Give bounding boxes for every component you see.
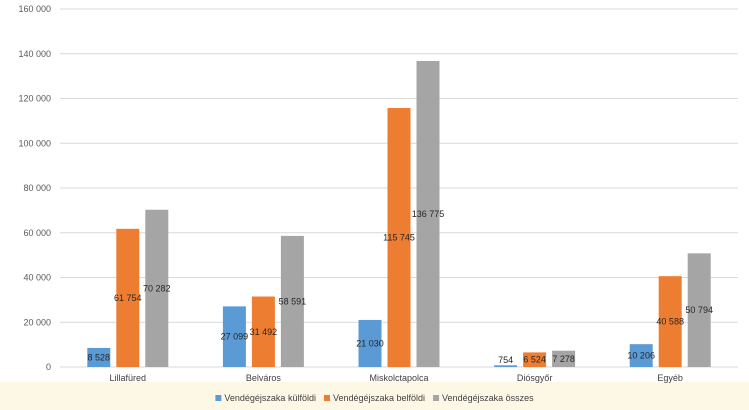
legend-item: Vendégéjszaka összes xyxy=(433,393,534,403)
data-label: 7 278 xyxy=(552,354,575,364)
bar xyxy=(358,319,382,367)
legend-label: Vendégéjszaka összes xyxy=(442,393,534,403)
legend-item: Vendégéjszaka külföldi xyxy=(215,393,316,403)
legend: Vendégéjszaka külföldi Vendégéjszaka belf… xyxy=(215,393,534,403)
bar xyxy=(116,228,140,367)
bar xyxy=(145,209,169,367)
bar xyxy=(387,108,411,367)
data-label: 40 588 xyxy=(656,317,684,327)
category-labels: Lillafüred Belváros Miskolctapolca Diósgyőr… xyxy=(110,373,683,383)
bar xyxy=(222,306,246,367)
y-tick-label: 100 000 xyxy=(18,138,51,148)
bar xyxy=(552,350,576,367)
data-label: 136 775 xyxy=(412,209,445,219)
data-label: 6 524 xyxy=(523,355,546,365)
category-label: Lillafüred xyxy=(110,373,147,383)
legend-swatch xyxy=(323,395,330,401)
category-label: Diósgyőr xyxy=(517,373,553,383)
data-label: 70 282 xyxy=(143,283,171,293)
y-tick-label: 0 xyxy=(46,362,51,372)
y-axis-tick-labels: 0 20 000 40 000 60 000 80 000 100 000 120 000 1… xyxy=(18,4,51,372)
data-label: 10 206 xyxy=(627,351,655,361)
data-label: 754 xyxy=(498,355,513,365)
y-tick-label: 140 000 xyxy=(18,49,51,59)
data-label: 115 745 xyxy=(383,233,415,243)
bar xyxy=(280,235,304,367)
bar xyxy=(658,276,682,367)
category-label: Belváros xyxy=(246,373,282,383)
bar xyxy=(87,347,111,367)
data-label: 21 030 xyxy=(356,338,384,348)
y-tick-label: 40 000 xyxy=(23,273,51,283)
data-label: 27 099 xyxy=(221,332,249,342)
bar xyxy=(629,344,653,367)
legend-label: Vendégéjszaka külföldi xyxy=(224,393,316,403)
data-label: 31 492 xyxy=(250,327,278,337)
data-label: 58 591 xyxy=(279,296,307,306)
data-label: 50 794 xyxy=(685,305,713,315)
data-label: 61 754 xyxy=(114,293,142,303)
y-tick-label: 60 000 xyxy=(23,228,51,238)
legend-swatch xyxy=(215,395,222,401)
y-tick-label: 160 000 xyxy=(18,4,51,14)
data-label: 8 528 xyxy=(88,352,111,362)
y-tick-label: 20 000 xyxy=(23,317,51,327)
legend-swatch xyxy=(433,395,440,401)
bar xyxy=(523,352,547,367)
bar xyxy=(687,253,711,367)
category-label: Miskolctapolca xyxy=(369,373,428,383)
bars xyxy=(87,60,711,367)
bar xyxy=(251,296,275,367)
legend-label: Vendégéjszaka belföldi xyxy=(333,393,425,403)
bar xyxy=(416,60,440,367)
y-tick-label: 120 000 xyxy=(18,94,51,104)
category-label: Egyéb xyxy=(657,373,683,383)
legend-item: Vendégéjszaka belföldi xyxy=(323,393,425,403)
y-tick-label: 80 000 xyxy=(23,183,51,193)
legend-background xyxy=(0,382,749,410)
bar xyxy=(494,365,518,367)
